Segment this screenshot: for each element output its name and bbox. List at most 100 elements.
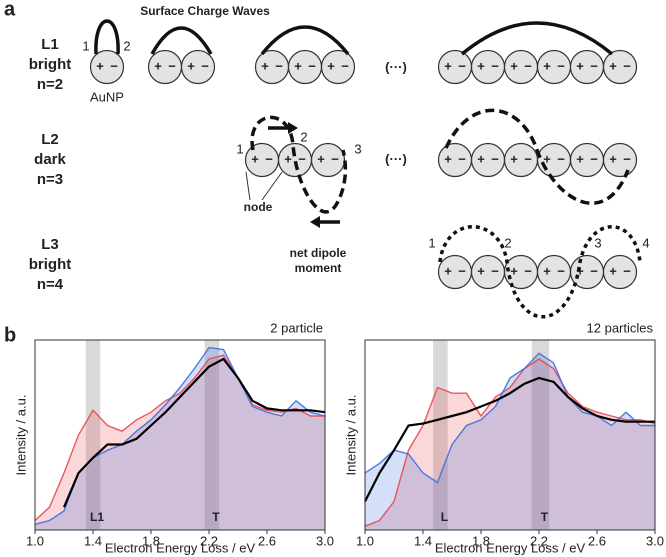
x-tick-label: 1.8 [472,533,490,548]
x-tick-label: 1.4 [84,533,102,548]
plot-frame [364,339,656,531]
particle [310,142,346,178]
charge: + [543,151,551,166]
charge: − [341,58,349,73]
x-tick-label: 3.0 [316,533,334,548]
x-tick-label: 1.0 [356,533,374,548]
ellipsis: (···) [385,59,407,74]
particle [89,49,125,85]
x-axis-label: Electron Energy Loss / eV [435,540,586,555]
series-area [365,359,655,530]
charge: + [294,58,302,73]
charge: + [284,151,292,166]
row-label: L3 [41,236,59,253]
charge: − [491,58,499,73]
charge: + [477,151,485,166]
row-label: n=4 [37,276,64,293]
charge: − [524,263,532,278]
charge: − [458,58,466,73]
charge: − [275,58,283,73]
wave-node-number: 1 [236,141,243,156]
panel-label: a [4,0,16,20]
row-label: L1 [41,36,59,53]
charge: + [96,58,104,73]
charge-wave [150,26,213,55]
series-area [35,347,325,530]
charge: − [491,263,499,278]
x-tick-label: 2.2 [200,533,218,548]
charge-wave [94,19,120,55]
particle [602,254,638,290]
x-tick-label: 1.0 [26,533,44,548]
charge: + [510,151,518,166]
charge-wave [444,108,630,205]
charge: − [590,58,598,73]
x-tick-label: 2.6 [258,533,276,548]
node-label: node [244,200,273,214]
charge: − [331,151,339,166]
dipole-label: moment [295,261,342,275]
x-tick-label: 2.2 [530,533,548,548]
charge: − [458,263,466,278]
band [204,340,220,530]
charge: + [543,58,551,73]
x-tick-label: 1.8 [142,533,160,548]
charge: − [590,263,598,278]
row-label: bright [29,256,72,273]
charge: − [265,151,273,166]
particle [320,49,356,85]
charge: − [524,151,532,166]
row-label: L2 [41,131,59,148]
wave-node-number: 1 [82,38,89,53]
charge: − [623,58,631,73]
charge: + [261,58,269,73]
wave-node-number: 4 [642,235,649,250]
wave-node-number: 3 [354,141,361,156]
charge: + [510,263,518,278]
wave-node-number: 1 [428,235,435,250]
band-label: T [541,510,549,524]
charge: − [557,263,565,278]
x-tick-label: 1.4 [414,533,432,548]
series-area [35,355,325,530]
charge: + [576,151,584,166]
row-label: n=2 [37,76,63,93]
series-area [365,353,655,530]
charge: − [623,151,631,166]
arrow-head [288,122,298,134]
charge-wave [250,115,348,214]
charge-wave [260,25,350,56]
particle [180,49,216,85]
pointer [245,171,283,201]
wave-node-number: 2 [123,38,130,53]
charge: + [327,58,335,73]
charge: + [543,263,551,278]
wave-node-number: 2 [504,235,511,250]
charge: − [168,58,176,73]
charge: + [477,263,485,278]
charge: + [444,263,452,278]
series-line [62,357,326,508]
charge: + [251,151,259,166]
dipole-label: net dipole [290,246,347,260]
ellipsis: (···) [385,151,407,166]
particle-label: AuNP [90,89,124,104]
charge: − [110,58,118,73]
charge: − [590,151,598,166]
wave-node-number: 3 [594,235,601,250]
arrow-head [310,216,320,228]
x-tick-label: 3.0 [646,533,664,548]
wave-node-number: 2 [300,129,307,144]
chart-annotation: 12 particles [587,320,654,335]
series-line [364,376,655,502]
y-axis-label: Intensity / a.u. [13,395,28,476]
charge: + [609,151,617,166]
row-label: n=3 [37,171,63,188]
x-axis-label: Electron Energy Loss / eV [105,540,256,555]
charge: − [557,151,565,166]
row-label: dark [34,151,66,168]
charge-wave [460,21,614,56]
particle [602,49,638,85]
charge: − [458,151,466,166]
